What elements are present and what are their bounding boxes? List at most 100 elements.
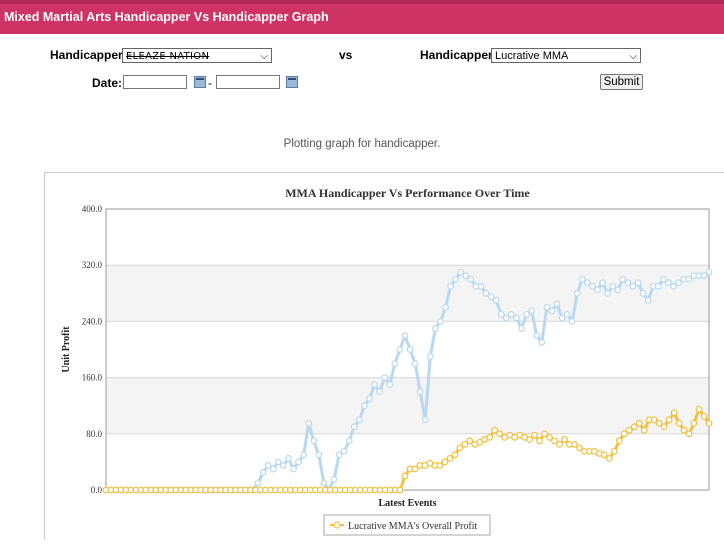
legend-label: Lucrative MMA's Overall Profit [348, 521, 477, 532]
handicapper2-label: Handicapper: [420, 48, 497, 62]
data-point [660, 423, 668, 431]
data-point [615, 437, 623, 445]
data-point [290, 465, 297, 473]
data-point [457, 268, 465, 276]
data-point [330, 476, 338, 483]
status-message: Plotting graph for handicapper. [283, 138, 441, 150]
data-point [680, 426, 688, 434]
data-point [259, 469, 267, 476]
y-axis-label: Unit Profit [61, 326, 72, 373]
data-point [462, 272, 470, 280]
data-point [396, 346, 404, 353]
chart-title: MMA Handicapper Vs Performance Over Time [285, 186, 530, 200]
data-point [665, 416, 673, 424]
data-point [624, 279, 632, 287]
data-point [518, 325, 525, 332]
data-point [576, 444, 583, 452]
legend-swatch-marker [333, 521, 341, 529]
data-point [431, 325, 439, 332]
data-point [305, 419, 313, 427]
data-point [538, 339, 546, 346]
vs-label: vs [339, 48, 353, 62]
data-point [558, 314, 566, 322]
data-point [441, 458, 449, 466]
chart-band [106, 265, 709, 322]
data-point [630, 423, 638, 431]
data-point [279, 462, 287, 469]
data-point [541, 430, 548, 438]
data-point [477, 282, 485, 290]
data-point [502, 314, 510, 322]
data-point [600, 451, 608, 459]
calendar-icon[interactable] [194, 76, 206, 88]
data-point [451, 451, 459, 459]
data-point [543, 303, 551, 311]
data-point [644, 296, 652, 304]
data-point [561, 436, 568, 443]
data-point [335, 451, 343, 459]
data-point [513, 314, 520, 322]
data-point [497, 310, 505, 318]
data-point [675, 419, 683, 427]
start-date-input[interactable] [123, 75, 187, 89]
data-point [629, 282, 637, 290]
data-point [705, 419, 713, 427]
handicapper2-selected-value: Lucrative MMA [495, 50, 569, 62]
data-point [461, 440, 469, 448]
legend-box [323, 514, 491, 536]
handicapper1-select[interactable]: ELEAZE NATION ⌵ [122, 48, 272, 63]
data-point [528, 307, 536, 315]
data-point [476, 438, 484, 446]
data-point [466, 437, 474, 445]
data-point [361, 402, 368, 410]
data-point [700, 272, 708, 280]
data-point [604, 289, 612, 297]
data-point [556, 440, 563, 448]
data-point [340, 447, 348, 455]
y-tick-label: 80.0 [86, 429, 102, 439]
data-point [625, 426, 633, 434]
chart-container: 0.0 80.0 160.0 240.0 320.0 400.0 MMA Handicapp… [44, 172, 724, 540]
data-point [446, 454, 454, 462]
data-point [366, 395, 373, 403]
data-point [551, 437, 558, 445]
data-point [355, 416, 363, 424]
end-date-input[interactable] [216, 75, 280, 89]
submit-button[interactable]: Submit [600, 74, 643, 90]
data-point [371, 381, 378, 389]
data-point [416, 388, 424, 396]
data-point [685, 275, 693, 283]
data-point [568, 317, 576, 325]
data-point [665, 279, 672, 287]
data-point [482, 289, 490, 297]
data-point [300, 451, 308, 459]
data-point [573, 289, 581, 297]
data-point [320, 479, 328, 487]
data-point [350, 423, 358, 431]
data-point [605, 454, 613, 462]
data-point [670, 282, 677, 290]
data-point [295, 458, 302, 466]
calendar-icon[interactable] [286, 76, 298, 88]
chart-band [106, 377, 709, 434]
data-point [315, 451, 323, 459]
page-title: Mixed Martial Arts Handicapper Vs Handic… [4, 10, 329, 24]
data-point [536, 437, 543, 445]
data-point [619, 275, 627, 283]
data-point [548, 307, 556, 315]
data-point [426, 353, 434, 360]
data-point [546, 433, 553, 441]
data-point [655, 419, 663, 427]
data-point [486, 433, 494, 441]
data-point [491, 426, 499, 434]
data-point [274, 458, 282, 466]
data-point [401, 472, 409, 480]
chart-band [106, 433, 709, 490]
data-point [442, 303, 449, 311]
data-point [406, 346, 414, 353]
data-point [496, 430, 504, 438]
data-point [285, 454, 292, 462]
data-point [411, 360, 419, 367]
data-point [599, 279, 606, 287]
handicapper2-select[interactable]: Lucrative MMA ⌵ [491, 48, 641, 63]
